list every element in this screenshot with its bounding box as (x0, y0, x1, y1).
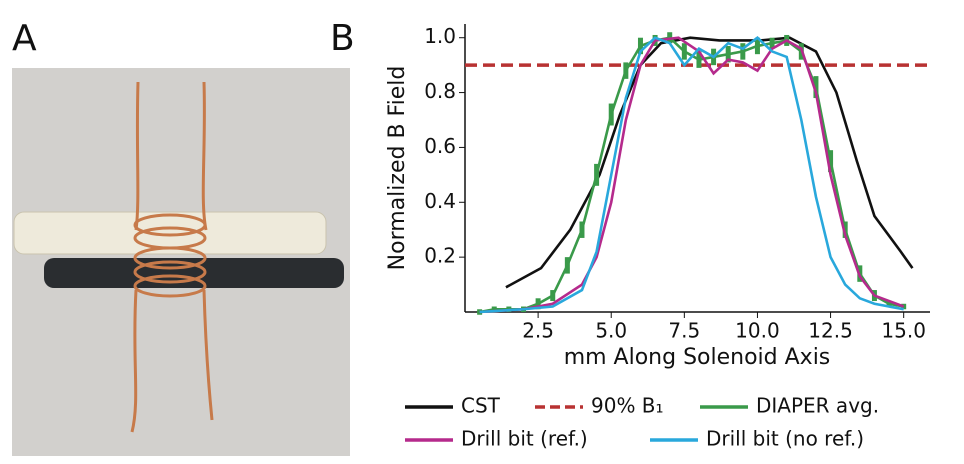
line-series (479, 36, 904, 314)
y-axis-label: Normalized B Field (385, 66, 410, 271)
legend-label: Drill bit (ref.) (461, 427, 588, 451)
legend-label: 90% B₁ (591, 394, 664, 418)
line-series (479, 36, 904, 314)
panel-label: A (12, 18, 37, 59)
y-tick-label: 0.6 (424, 134, 456, 158)
x-tick-label: 15.0 (881, 319, 926, 343)
y-tick-label: 0.2 (424, 244, 456, 268)
y-tick-label: 1.0 (424, 24, 456, 48)
x-tick-label: 12.5 (808, 319, 853, 343)
y-tick-label: 0.4 (424, 189, 456, 213)
x-tick-label: 7.5 (668, 319, 700, 343)
y-tick-label: 0.8 (424, 79, 456, 103)
line-series (505, 36, 914, 289)
panel-label: B (330, 18, 355, 59)
legend-label: CST (461, 394, 501, 418)
x-tick-label: 10.0 (735, 319, 780, 343)
legend-label: DIAPER avg. (756, 394, 879, 418)
x-tick-label: 2.5 (522, 319, 554, 343)
photo (12, 68, 350, 456)
x-tick-label: 5.0 (595, 319, 627, 343)
legend-label: Drill bit (no ref.) (706, 427, 864, 451)
x-axis-label: mm Along Solenoid Axis (564, 345, 831, 370)
line-series (479, 36, 905, 314)
